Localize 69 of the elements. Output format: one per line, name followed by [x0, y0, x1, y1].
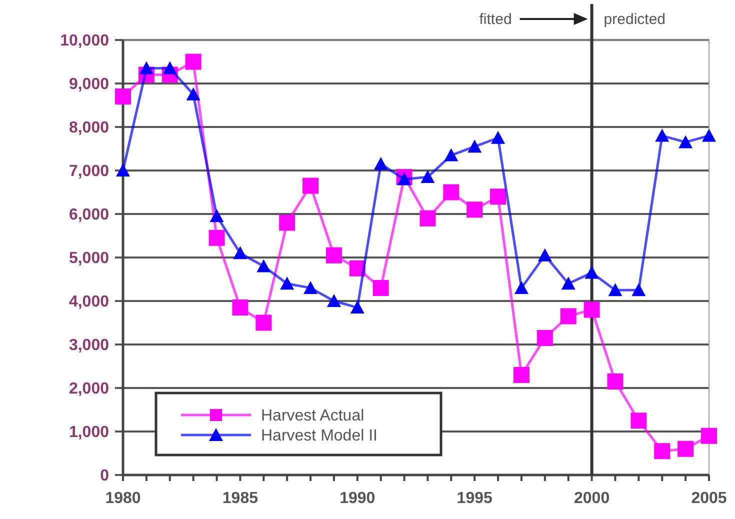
point — [702, 128, 716, 142]
point — [701, 428, 717, 444]
point — [139, 61, 154, 74]
text: predicted — [604, 11, 666, 28]
point — [256, 259, 271, 272]
point — [162, 61, 177, 74]
point — [256, 314, 272, 331]
point — [280, 276, 294, 290]
point — [326, 247, 342, 264]
point — [466, 202, 483, 218]
point — [326, 294, 341, 307]
point — [233, 246, 248, 260]
y-tick-label: 10,000 — [60, 32, 110, 50]
point — [678, 135, 693, 148]
x-tick-label: 1995 — [456, 490, 492, 507]
point — [374, 156, 388, 170]
point — [116, 164, 130, 176]
point — [632, 283, 646, 296]
point — [468, 140, 482, 153]
y-tick-label: 9,000 — [68, 76, 110, 94]
x-tick-label: 1980 — [105, 490, 141, 507]
x-tick-label: 2000 — [574, 490, 610, 507]
point — [185, 54, 202, 70]
point — [210, 209, 224, 222]
point — [186, 87, 200, 100]
point — [208, 230, 225, 246]
point — [513, 366, 530, 383]
point — [350, 300, 364, 314]
point — [654, 443, 670, 460]
y-tick-label: 5,000 — [68, 250, 110, 268]
point — [444, 148, 458, 162]
point — [538, 248, 552, 262]
point — [420, 210, 436, 226]
point — [678, 440, 694, 457]
y-tick-label: 7,000 — [68, 163, 110, 180]
point — [491, 130, 506, 144]
y-tick-label: 2,000 — [68, 380, 110, 398]
point — [279, 214, 296, 231]
point — [655, 128, 670, 142]
point — [560, 308, 576, 324]
point — [607, 373, 624, 390]
y-tick-label: 1,000 — [68, 424, 110, 442]
y-tick-label: 4,000 — [68, 294, 110, 311]
legend-label: Harvest Model II — [261, 428, 378, 445]
point — [372, 280, 389, 296]
point — [302, 178, 319, 194]
point — [630, 412, 647, 429]
point — [561, 276, 576, 290]
y-tick-label: 6,000 — [68, 206, 110, 224]
x-tick-label: 1990 — [340, 490, 376, 507]
point — [304, 280, 318, 294]
y-tick-label: 8,000 — [68, 120, 110, 137]
point — [443, 184, 460, 200]
point — [420, 170, 435, 184]
point — [536, 330, 553, 346]
point — [232, 300, 248, 316]
x-tick-label: 1985 — [222, 490, 258, 507]
point — [584, 302, 600, 318]
text: fitted — [479, 11, 512, 28]
legend-label: Harvest Actual — [261, 408, 364, 425]
point — [514, 280, 528, 294]
point — [584, 266, 599, 279]
point — [115, 88, 131, 105]
y-tick-label: 0 — [100, 468, 110, 485]
point — [397, 172, 412, 186]
x-tick-label: 2005 — [691, 490, 727, 507]
point — [608, 283, 622, 296]
point — [490, 188, 506, 205]
y-tick-label: 3,000 — [68, 337, 110, 354]
